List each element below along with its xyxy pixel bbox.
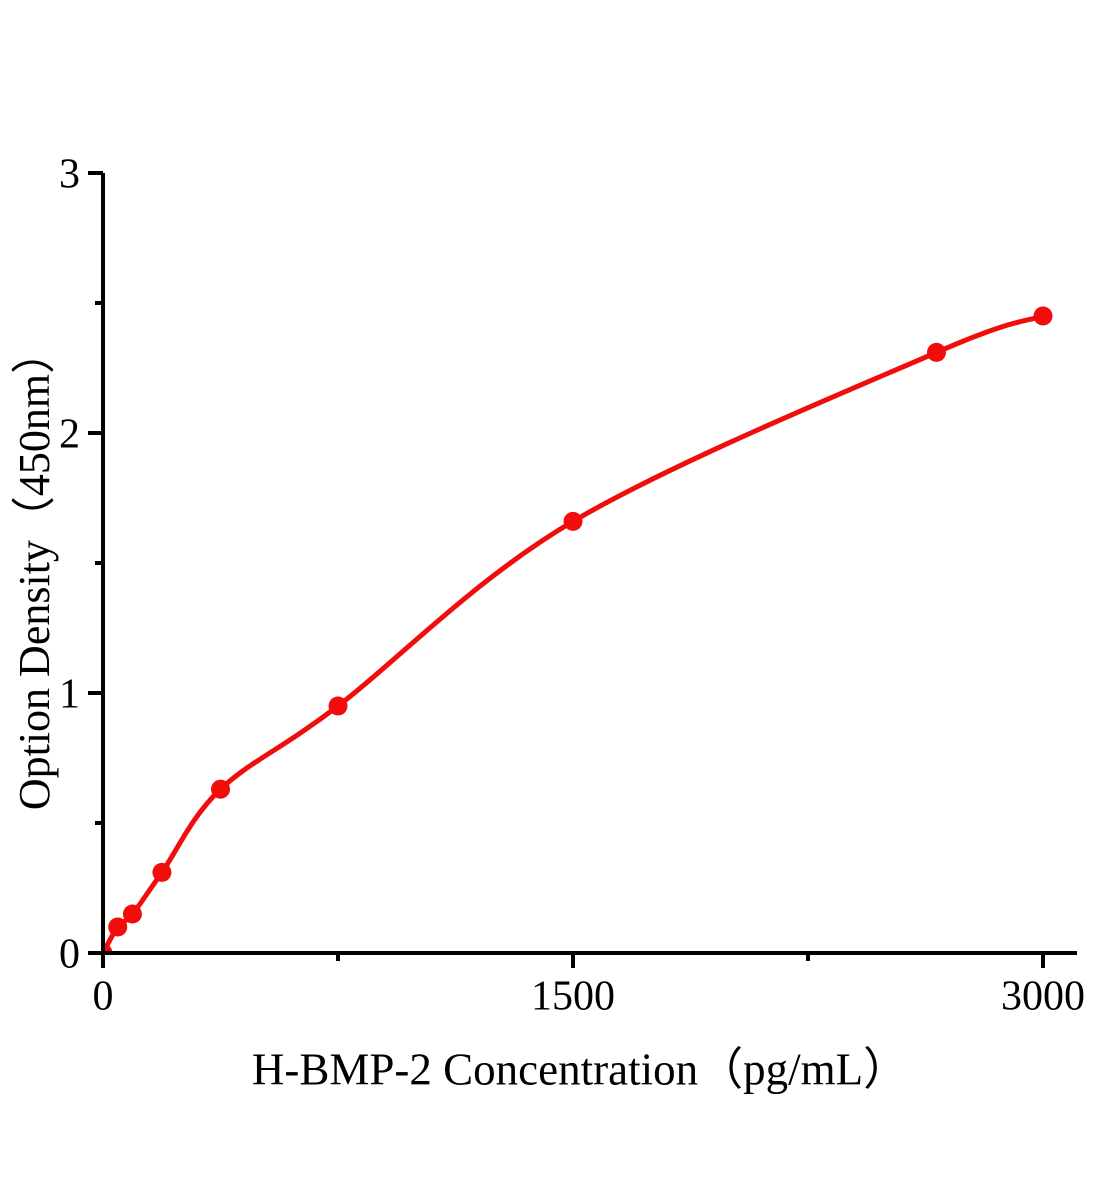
data-point-marker (926, 342, 946, 362)
x-tick-label: 3000 (1001, 974, 1085, 1020)
x-axis-title: H-BMP-2 Concentration（pg/mL） (251, 1044, 909, 1095)
x-tick-label: 0 (93, 974, 114, 1020)
data-point-marker (1033, 306, 1053, 326)
data-point-marker (563, 511, 583, 531)
y-tick-label: 0 (59, 932, 80, 978)
data-point-marker (108, 917, 128, 937)
y-tick-label: 1 (59, 672, 80, 718)
standard-curve-line (103, 313, 1046, 953)
data-point-marker (122, 904, 142, 924)
data-point-marker (152, 862, 172, 882)
y-tick-label: 2 (59, 412, 80, 458)
y-axis-title: Option Density（450nm） (10, 329, 59, 811)
data-point-marker (328, 696, 348, 716)
data-point-marker (103, 943, 113, 953)
data-layer (103, 306, 1053, 953)
x-tick-label: 1500 (531, 974, 615, 1020)
data-point-marker (211, 779, 230, 799)
y-tick-label: 3 (59, 152, 80, 198)
